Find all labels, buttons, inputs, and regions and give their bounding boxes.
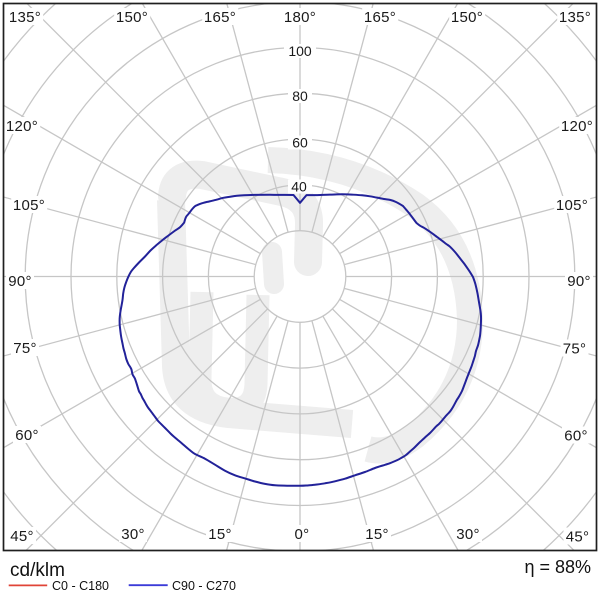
svg-text:30°: 30° xyxy=(121,526,145,543)
svg-text:15°: 15° xyxy=(208,526,232,543)
svg-text:135°: 135° xyxy=(559,9,591,26)
svg-text:120°: 120° xyxy=(6,118,38,135)
svg-text:40: 40 xyxy=(291,179,307,195)
svg-text:75°: 75° xyxy=(13,340,37,357)
svg-text:165°: 165° xyxy=(364,9,396,26)
svg-text:180°: 180° xyxy=(284,9,316,26)
svg-text:120°: 120° xyxy=(561,118,593,135)
svg-text:150°: 150° xyxy=(116,9,148,26)
svg-text:C0 - C180: C0 - C180 xyxy=(52,579,109,593)
svg-text:30°: 30° xyxy=(456,526,480,543)
svg-text:90°: 90° xyxy=(567,273,591,290)
svg-text:45°: 45° xyxy=(10,528,34,545)
svg-text:100: 100 xyxy=(288,43,312,59)
svg-text:60°: 60° xyxy=(564,428,588,445)
svg-text:135°: 135° xyxy=(9,9,41,26)
svg-text:150°: 150° xyxy=(451,9,483,26)
svg-text:165°: 165° xyxy=(204,9,236,26)
svg-text:105°: 105° xyxy=(556,197,588,214)
svg-text:15°: 15° xyxy=(365,526,389,543)
svg-text:90°: 90° xyxy=(8,273,32,290)
svg-text:60°: 60° xyxy=(15,427,39,444)
svg-text:C90 - C270: C90 - C270 xyxy=(172,579,236,593)
svg-text:cd/klm: cd/klm xyxy=(10,560,65,581)
svg-text:105°: 105° xyxy=(13,197,45,214)
svg-text:45°: 45° xyxy=(566,529,590,546)
svg-text:75°: 75° xyxy=(563,341,587,358)
svg-text:0°: 0° xyxy=(295,526,310,543)
svg-text:60: 60 xyxy=(292,135,308,151)
svg-text:η = 88%: η = 88% xyxy=(524,557,591,577)
svg-text:80: 80 xyxy=(292,88,308,104)
